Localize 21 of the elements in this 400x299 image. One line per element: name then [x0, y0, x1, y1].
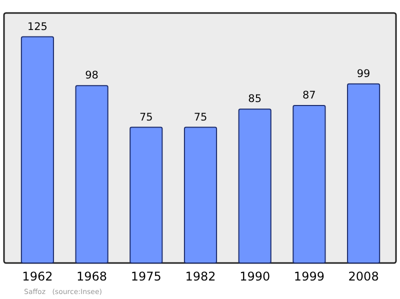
data-label: 99: [356, 68, 370, 80]
bar: [20, 36, 54, 264]
x-tick-label: 1990: [240, 270, 270, 284]
x-tick-label: 1982: [185, 270, 216, 284]
x-tick-label: 2008: [348, 270, 379, 284]
x-tick-label: 1975: [130, 270, 162, 284]
bar: [75, 85, 108, 264]
data-label: 75: [139, 111, 153, 124]
data-label: 98: [85, 70, 98, 82]
x-tick-label: 1999: [294, 270, 324, 284]
data-label: 125: [27, 20, 48, 33]
x-tick-label: 1962: [22, 270, 53, 284]
data-label: 75: [194, 111, 208, 124]
bar: [347, 83, 380, 264]
bar: [130, 126, 163, 264]
data-label: 85: [248, 93, 262, 106]
bar: [238, 108, 272, 264]
bar: [184, 126, 218, 264]
x-tick-label: 1968: [76, 270, 108, 284]
bar: [292, 105, 326, 264]
data-label: 87: [302, 90, 316, 102]
